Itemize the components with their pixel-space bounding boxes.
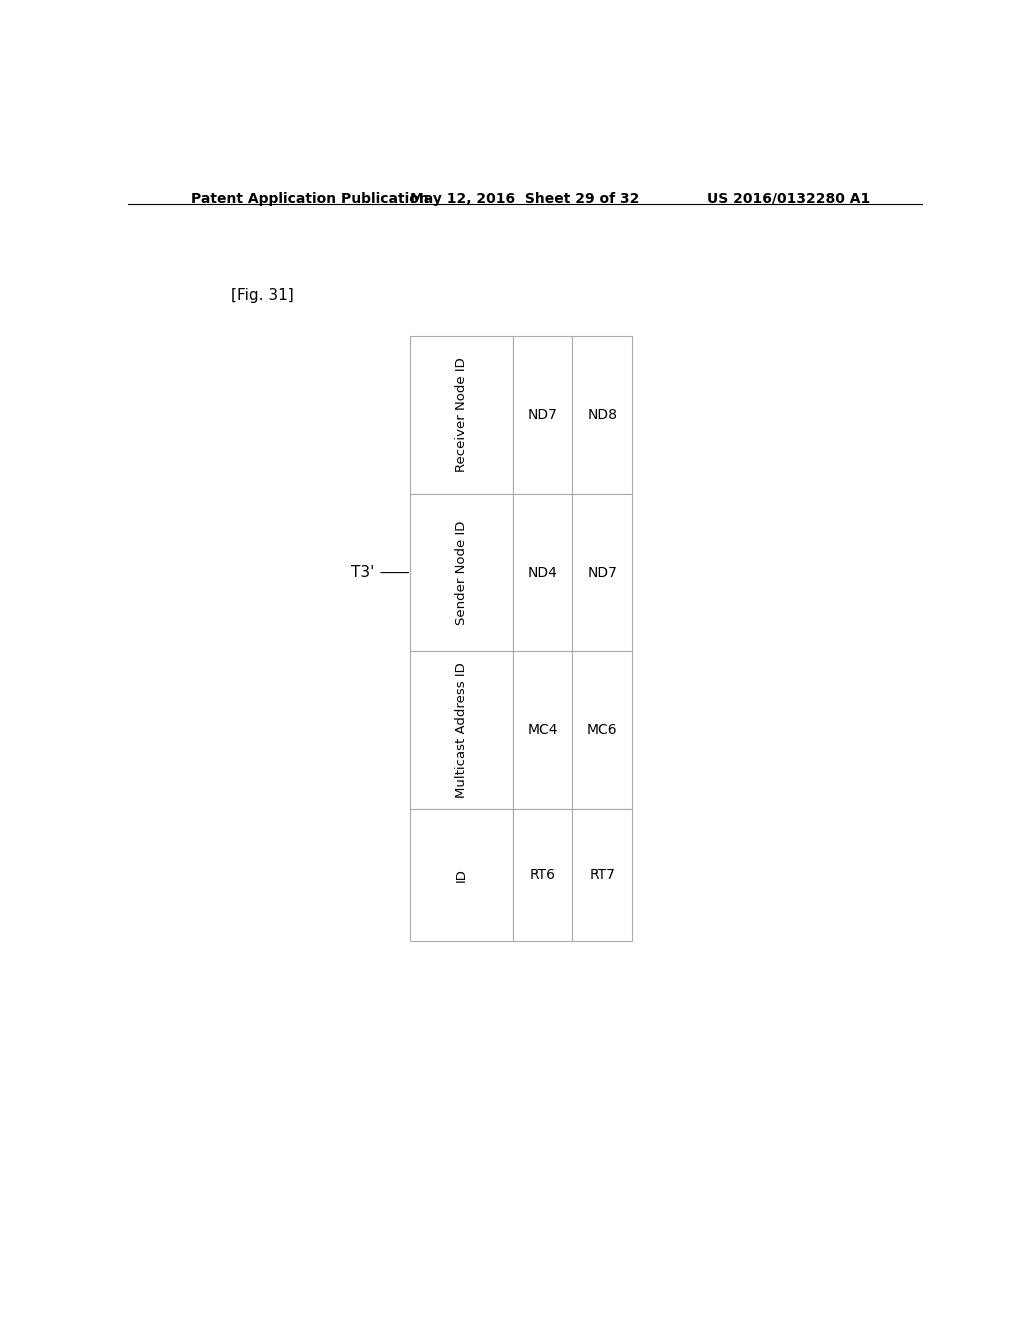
Text: May 12, 2016  Sheet 29 of 32: May 12, 2016 Sheet 29 of 32	[411, 191, 639, 206]
Text: ND4: ND4	[527, 565, 558, 579]
Bar	[410, 337, 513, 494]
Text: RT6: RT6	[529, 869, 556, 882]
Bar	[572, 337, 632, 494]
Text: MC4: MC4	[527, 723, 558, 737]
Text: Receiver Node ID: Receiver Node ID	[455, 358, 468, 473]
Text: ND7: ND7	[587, 565, 617, 579]
Bar	[572, 809, 632, 941]
Bar	[513, 651, 572, 809]
Text: ND8: ND8	[587, 408, 617, 422]
Text: US 2016/0132280 A1: US 2016/0132280 A1	[707, 191, 870, 206]
Text: MC6: MC6	[587, 723, 617, 737]
Text: RT7: RT7	[589, 869, 615, 882]
Bar	[513, 337, 572, 494]
Bar	[410, 809, 513, 941]
Bar	[572, 651, 632, 809]
Text: ND7: ND7	[527, 408, 558, 422]
Text: T3': T3'	[350, 565, 374, 579]
Bar	[513, 809, 572, 941]
Bar	[513, 494, 572, 651]
Text: Multicast Address ID: Multicast Address ID	[455, 663, 468, 799]
Bar	[410, 494, 513, 651]
Text: Sender Node ID: Sender Node ID	[455, 520, 468, 624]
Text: [Fig. 31]: [Fig. 31]	[231, 289, 294, 304]
Text: Patent Application Publication: Patent Application Publication	[191, 191, 429, 206]
Bar	[572, 494, 632, 651]
Text: ID: ID	[455, 869, 468, 882]
Bar	[410, 651, 513, 809]
